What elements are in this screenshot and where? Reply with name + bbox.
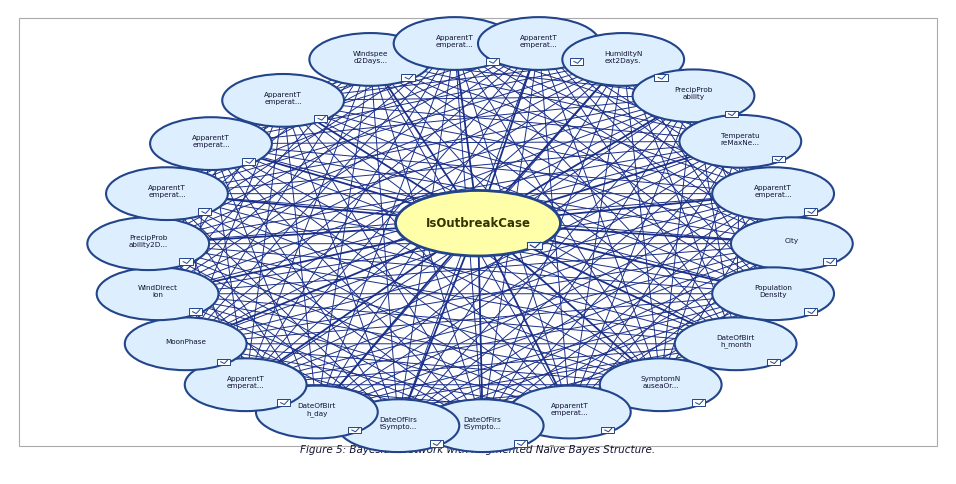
Text: HumidityN
ext2Days.: HumidityN ext2Days.: [604, 51, 642, 64]
Text: ApparentT
emperat...: ApparentT emperat...: [754, 185, 792, 198]
Ellipse shape: [125, 318, 247, 370]
Text: ApparentT
emperat...: ApparentT emperat...: [436, 35, 473, 48]
Ellipse shape: [394, 17, 515, 70]
Text: IsOutbreakCase: IsOutbreakCase: [425, 217, 531, 230]
Text: Figure 5: Bayesian Network with Augmented Naïve Bayes Structure.: Figure 5: Bayesian Network with Augmente…: [300, 445, 656, 455]
Ellipse shape: [478, 17, 599, 70]
Bar: [655, 74, 667, 80]
Bar: [514, 440, 527, 447]
Bar: [767, 359, 780, 365]
Text: PrecipProb
ability: PrecipProb ability: [674, 87, 712, 100]
Ellipse shape: [562, 33, 684, 86]
Text: MoonPhase: MoonPhase: [165, 338, 206, 345]
Text: Windspee
d2Days...: Windspee d2Days...: [353, 51, 388, 64]
Ellipse shape: [222, 74, 344, 127]
Ellipse shape: [150, 117, 272, 170]
Ellipse shape: [256, 386, 378, 439]
Ellipse shape: [675, 318, 796, 370]
Ellipse shape: [337, 399, 459, 452]
Bar: [725, 110, 738, 117]
Ellipse shape: [185, 358, 307, 411]
Text: WindDirect
ion: WindDirect ion: [138, 285, 178, 298]
Ellipse shape: [310, 33, 431, 86]
Bar: [601, 427, 614, 433]
Text: Population
Density: Population Density: [754, 285, 793, 298]
Bar: [692, 399, 705, 406]
Text: PrecipProb
ability2D...: PrecipProb ability2D...: [129, 235, 168, 248]
Text: SymptomN
auseaOr...: SymptomN auseaOr...: [641, 376, 681, 389]
Ellipse shape: [712, 167, 834, 220]
Bar: [348, 427, 361, 433]
Bar: [277, 399, 290, 406]
Text: City: City: [785, 239, 799, 244]
Text: ApparentT
emperat...: ApparentT emperat...: [551, 403, 589, 416]
Ellipse shape: [509, 386, 631, 439]
Ellipse shape: [422, 399, 544, 452]
Bar: [804, 209, 817, 215]
Ellipse shape: [87, 217, 209, 270]
Bar: [217, 359, 230, 365]
Ellipse shape: [599, 358, 722, 411]
Text: Temperatu
reMaxNe...: Temperatu reMaxNe...: [721, 133, 760, 146]
Bar: [570, 58, 583, 65]
Ellipse shape: [396, 191, 560, 256]
Text: ApparentT
emperat...: ApparentT emperat...: [148, 185, 185, 198]
Text: DateOfBirt
h_month: DateOfBirt h_month: [716, 334, 755, 348]
Bar: [527, 242, 541, 249]
Text: DateOfFirs
tSympto...: DateOfFirs tSympto...: [464, 417, 502, 430]
Ellipse shape: [712, 267, 834, 320]
Bar: [486, 58, 499, 65]
Text: ApparentT
emperat...: ApparentT emperat...: [520, 35, 557, 48]
Text: ApparentT
emperat...: ApparentT emperat...: [227, 376, 265, 389]
Ellipse shape: [97, 267, 219, 320]
Bar: [429, 440, 443, 447]
Bar: [823, 258, 836, 265]
Bar: [198, 209, 211, 215]
Bar: [315, 115, 328, 121]
Bar: [771, 156, 785, 163]
Bar: [242, 158, 255, 165]
Text: ApparentT
emperat...: ApparentT emperat...: [264, 91, 302, 105]
Bar: [180, 258, 192, 265]
Bar: [804, 308, 817, 315]
Ellipse shape: [680, 115, 801, 168]
Ellipse shape: [731, 217, 853, 270]
Ellipse shape: [633, 69, 754, 122]
Bar: [402, 74, 415, 80]
Ellipse shape: [106, 167, 228, 220]
Text: DateOfBirt
h_day: DateOfBirt h_day: [297, 403, 337, 417]
Text: ApparentT
emperat...: ApparentT emperat...: [192, 135, 229, 148]
Text: DateOfFirs
tSympto...: DateOfFirs tSympto...: [380, 417, 418, 430]
Bar: [188, 308, 202, 315]
